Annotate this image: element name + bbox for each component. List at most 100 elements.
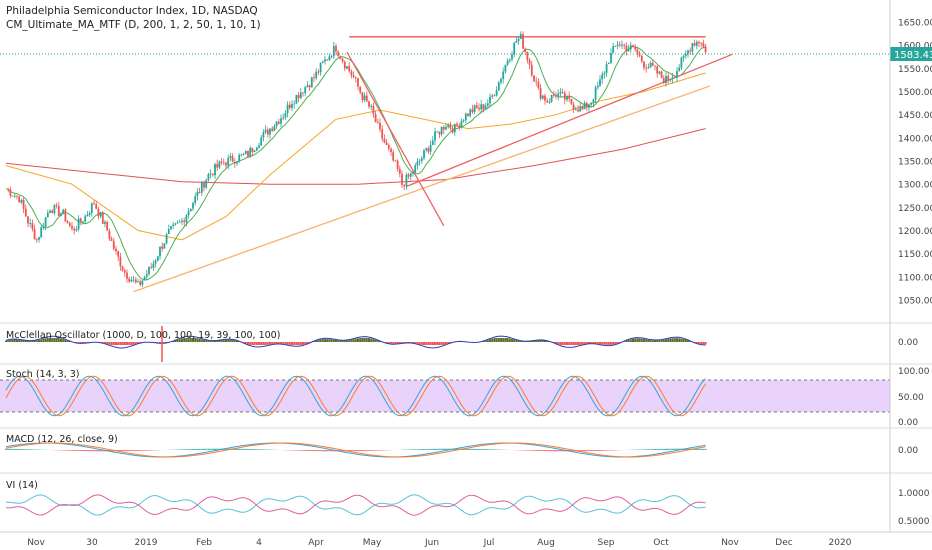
candle [165,233,168,245]
candle [282,113,285,121]
candle-body [93,203,95,205]
candle [167,224,170,235]
price-tick-label: 1500.00 [898,88,932,98]
candle-body [117,251,120,257]
candle-body [618,44,621,46]
candle-body [522,34,524,49]
candle [255,146,258,152]
candle-body [121,266,124,271]
candle [401,170,403,188]
price-tick-label: 1200.00 [898,227,932,237]
candle-body [691,43,694,52]
candle [207,172,210,182]
candle [137,278,139,283]
time-tick-label: Sep [598,538,615,548]
candle [229,152,232,162]
candle [27,216,29,228]
candle [260,135,263,146]
price-axis[interactable]: 1650.00 1600.00 1550.00 1500.00 1450.00 1400.… [898,19,932,307]
price-tick-label: 1100.00 [898,273,932,283]
candle-body [381,129,384,139]
candle [291,100,293,112]
candle-body [555,95,557,97]
candle [621,40,623,50]
candle [693,39,696,47]
candle-body [310,77,313,88]
candle-body [244,151,247,154]
candle-body [139,281,142,285]
candle-body [484,105,487,110]
candle-body [563,92,566,100]
candle [497,80,500,92]
candle [18,195,21,203]
vi-plus-line [5,494,706,516]
candle [134,276,137,284]
candle-body [337,51,340,56]
candle [236,160,238,166]
candle-body [526,51,529,61]
candle [44,216,47,231]
candle-body [77,218,80,230]
candle-body [242,153,245,155]
candle [563,90,566,105]
candle-body [352,75,355,78]
candle-body [607,62,610,64]
candle [495,86,498,97]
candle-body [27,216,29,224]
time-axis[interactable]: Nov 30 2019 Feb 4 Apr May Jun Jul Aug Sep Oct Nov Dec… [27,538,852,548]
candle-body [489,96,491,104]
candle-body [513,42,516,55]
candle [581,105,584,110]
candle [20,198,23,205]
candle-body [533,75,535,82]
candle-body [374,114,377,123]
vi-minus-line [5,494,706,516]
candle-body [156,256,159,261]
candle [119,253,122,271]
price-tag: 1583.43 [890,47,932,61]
candle [649,60,652,68]
candle-body [552,94,555,96]
candle-body [97,208,100,217]
candle [264,125,267,135]
candle [88,210,91,217]
candle [416,157,419,170]
candle [684,50,687,59]
candle-body [621,44,623,46]
candle [585,101,588,111]
candle [667,73,670,85]
candle-body [16,195,18,197]
vi-tick-05: 0.5000 [898,517,930,527]
candle [687,49,689,58]
candle-body [335,45,337,52]
candle-body [379,122,381,130]
candle-body [143,276,146,281]
candle-body [152,263,155,269]
candle [277,118,280,125]
candle-body [667,75,670,80]
candle [453,123,456,136]
candle [504,64,507,74]
candle [99,211,102,219]
candle-body [669,79,672,80]
candle [528,57,531,70]
candle [86,210,89,217]
candle-body [418,160,421,162]
candle [559,88,562,98]
time-tick-label: Aug [537,538,555,548]
candle-body [370,105,373,107]
candle-body [541,95,544,99]
candle [623,43,626,50]
candle [579,102,582,112]
candle-body [387,145,390,149]
candle [436,130,439,133]
candle [383,134,386,144]
candle-body [493,95,496,97]
candle [297,91,300,103]
candle-body [46,212,49,218]
chart-title: Philadelphia Semiconductor Index, 1D, NA… [6,5,258,17]
candle-body [251,147,254,153]
candle [196,188,199,201]
candle-body [163,243,166,249]
candle [418,159,421,166]
